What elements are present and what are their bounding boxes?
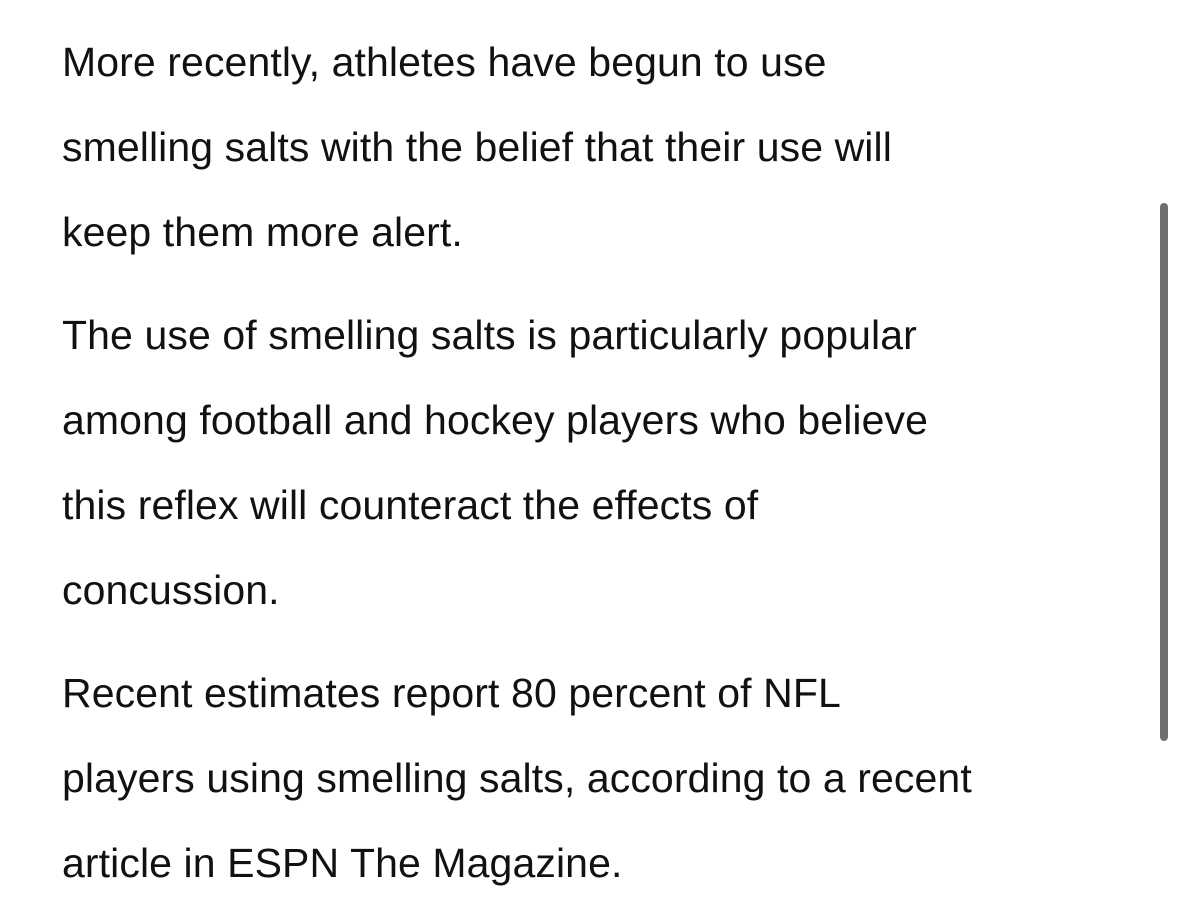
paragraph-line: keep them more alert. — [62, 209, 463, 255]
scrollbar-thumb[interactable] — [1160, 203, 1168, 741]
paragraph-1: More recently, athletes have begun to us… — [62, 20, 1142, 275]
paragraph-line: The use of smelling salts is particularl… — [62, 312, 917, 358]
paragraph-line: More recently, athletes have begun to us… — [62, 39, 827, 85]
vertical-scrollbar[interactable] — [1158, 200, 1170, 744]
paragraph-line: concussion. — [62, 567, 280, 613]
paragraph-line: article in ESPN The Magazine. — [62, 840, 623, 886]
paragraph-3: Recent estimates report 80 percent of NF… — [62, 651, 1142, 906]
paragraph-line: players using smelling salts, according … — [62, 755, 972, 801]
paragraph-line: smelling salts with the belief that thei… — [62, 124, 892, 170]
paragraph-line: this reflex will counteract the effects … — [62, 482, 759, 528]
article-body: More recently, athletes have begun to us… — [62, 20, 1142, 906]
paragraph-line: among football and hockey players who be… — [62, 397, 929, 443]
paragraph-line: Recent estimates report 80 percent of NF… — [62, 670, 841, 716]
paragraph-2: The use of smelling salts is particularl… — [62, 293, 1142, 633]
